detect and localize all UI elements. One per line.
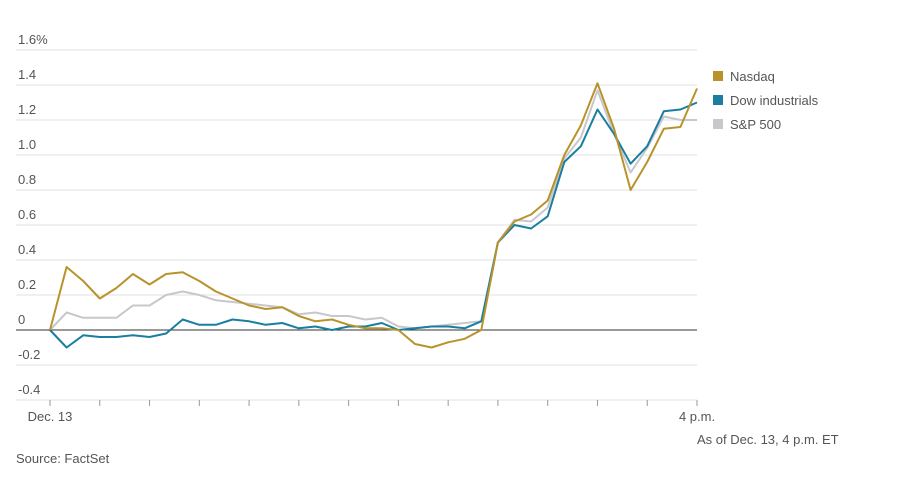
y-tick-label: 0.4 <box>18 242 36 257</box>
y-tick-label: 0 <box>18 312 25 327</box>
legend-label: Dow industrials <box>730 93 819 108</box>
legend-swatch <box>713 119 723 129</box>
legend-label: S&P 500 <box>730 117 781 132</box>
source: Source: FactSet <box>16 451 110 466</box>
y-tick-label: 1.6% <box>18 32 48 47</box>
note: As of Dec. 13, 4 p.m. ET <box>697 432 839 447</box>
legend-swatch <box>713 95 723 105</box>
x-tick-label: Dec. 13 <box>28 409 73 424</box>
y-tick-label: 0.2 <box>18 277 36 292</box>
legend-swatch <box>713 71 723 81</box>
y-tick-label: -0.4 <box>18 382 40 397</box>
x-tick-label: 4 p.m. <box>679 409 715 424</box>
y-tick-label: 1.0 <box>18 137 36 152</box>
series-line <box>49 82 698 349</box>
series-line <box>49 101 698 349</box>
y-tick-label: 1.4 <box>18 67 36 82</box>
y-tick-label: 1.2 <box>18 102 36 117</box>
legend-label: Nasdaq <box>730 69 775 84</box>
y-tick-label: -0.2 <box>18 347 40 362</box>
y-tick-label: 0.8 <box>18 172 36 187</box>
series-line <box>49 89 697 331</box>
y-tick-label: 0.6 <box>18 207 36 222</box>
